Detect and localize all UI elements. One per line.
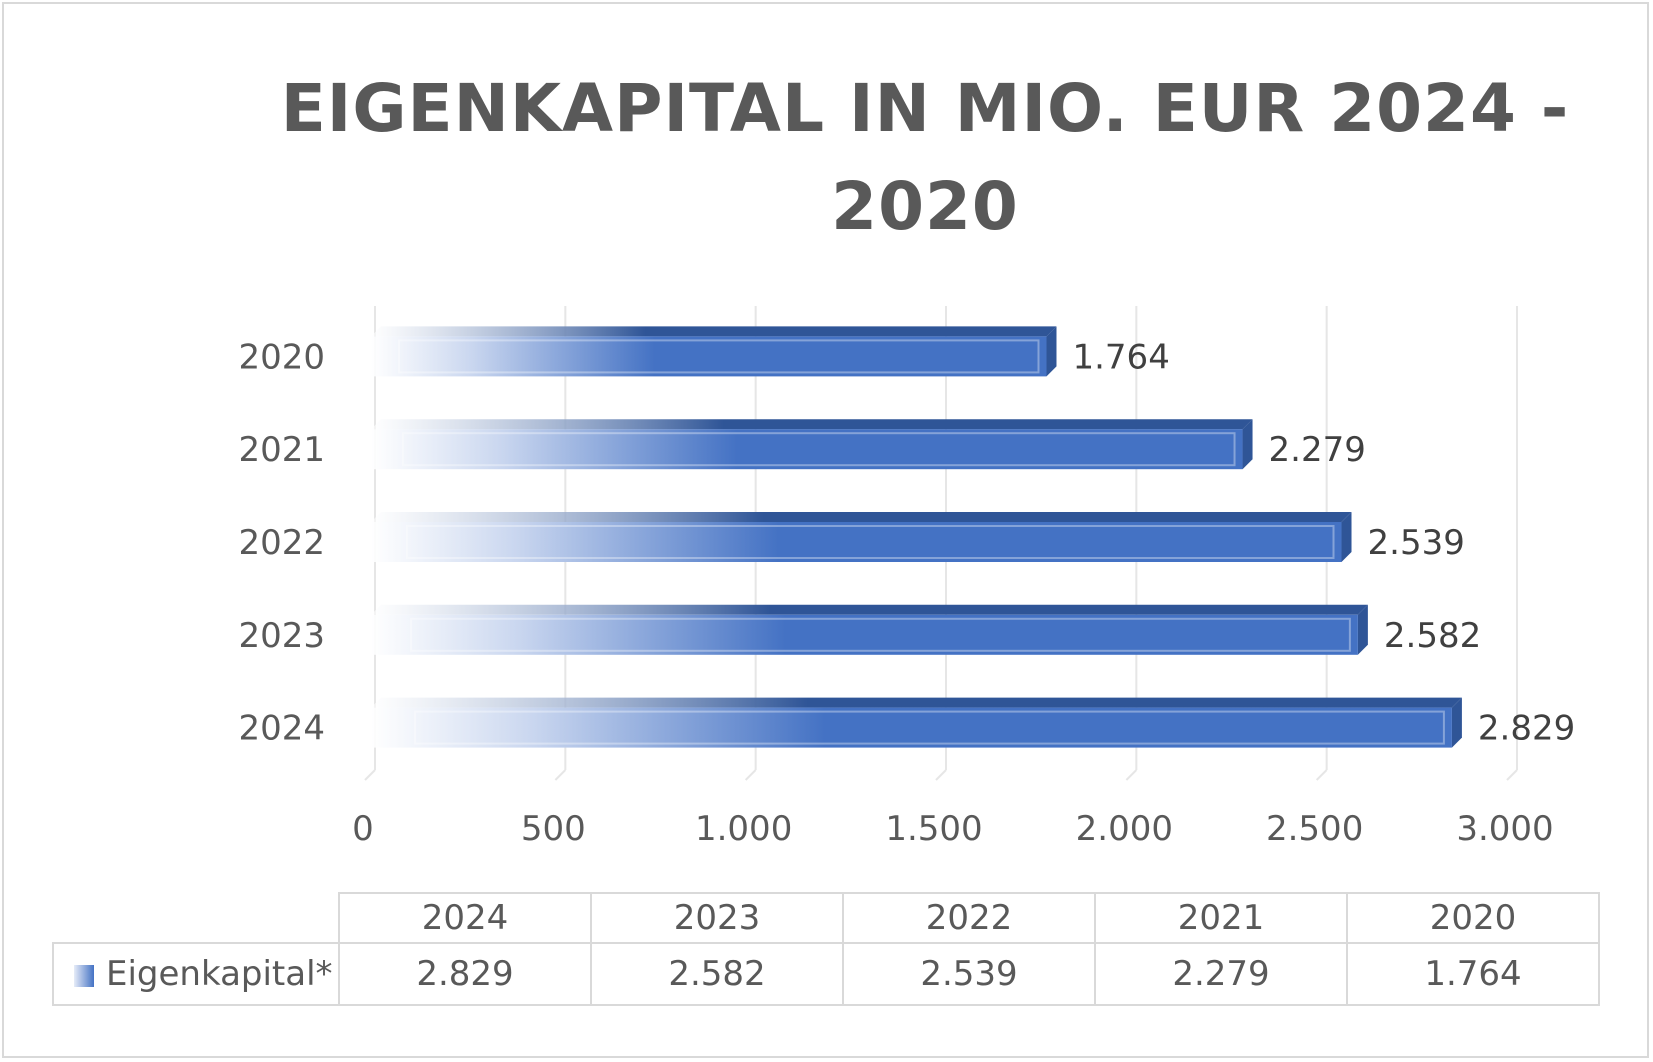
bar-highlight: [406, 525, 1335, 559]
bar-top-face: [371, 697, 1462, 708]
label-layer: 0 500 1.000 1.500 2.000 2.500 3.000 2020 1.764 20…: [238, 337, 1575, 849]
x-gridline-foot: [1125, 769, 1138, 781]
bar-top-face: [371, 326, 1057, 337]
x-tick-label: 1.000: [695, 809, 792, 849]
data-table-series-row: Eigenkapital* 2.829 2.582 2.539 2.279 1.…: [52, 942, 1600, 1006]
legend-key: [74, 964, 94, 987]
bar: [371, 429, 1243, 470]
data-table-header-cell: 2021: [1094, 892, 1348, 944]
x-gridline-foot: [935, 769, 947, 781]
x-tick-label: 2.500: [1266, 809, 1363, 849]
bar-side-face: [1357, 604, 1368, 655]
bar-side-face: [1341, 512, 1352, 562]
data-table-series-label: Eigenkapital*: [106, 954, 333, 994]
data-table-header-cell: 2023: [590, 892, 844, 944]
bar-highlight: [398, 339, 1040, 374]
bar-layer: [371, 326, 1462, 748]
data-table-series-head: Eigenkapital*: [52, 942, 340, 1006]
data-table: 2024 2023 2022 2021 2020 Eigenkapital* 2…: [52, 892, 1600, 1006]
x-gridline-foot: [1315, 769, 1328, 781]
data-table-cell: 2.539: [842, 942, 1096, 1006]
bar-highlight: [410, 617, 1351, 652]
x-gridline-foot: [554, 769, 567, 781]
chart-title: EIGENKAPITAL IN MIO. EUR 2024 - 2020: [280, 70, 1570, 245]
bar: [371, 522, 1342, 562]
data-table-header-cell: 2020: [1346, 892, 1600, 944]
data-label: 2.582: [1384, 616, 1481, 656]
bar-side-face: [1451, 697, 1462, 748]
data-table-header-row: 2024 2023 2022 2021 2020: [53, 892, 1600, 944]
data-label: 2.539: [1368, 523, 1465, 563]
bar-top-face: [371, 419, 1253, 430]
data-label: 1.764: [1072, 337, 1169, 377]
data-table-cell: 1.764: [1346, 942, 1600, 1006]
bar-side-face: [1046, 326, 1057, 377]
y-category-label: 2023: [238, 616, 325, 656]
bar: [371, 336, 1047, 377]
x-tick-label: 0: [352, 809, 374, 849]
x-gridline-foot: [364, 769, 376, 781]
y-category-label: 2022: [238, 523, 325, 563]
data-table-header-cell: 2024: [338, 892, 592, 944]
bar-chart: 0 500 1.000 1.500 2.000 2.500 3.000 2020 1.764 20…: [238, 306, 1575, 849]
bar-top-face: [371, 512, 1352, 522]
x-tick-label: 1.500: [885, 809, 982, 849]
data-label: 2.279: [1269, 430, 1366, 470]
x-tick-label: 500: [521, 809, 586, 849]
data-table-cell: 2.829: [338, 942, 592, 1006]
x-tick-label: 2.000: [1076, 809, 1173, 849]
x-tick-label: 3.000: [1456, 809, 1553, 849]
x-gridline-foot: [744, 769, 757, 781]
y-category-label: 2024: [238, 709, 325, 749]
bar: [371, 614, 1358, 655]
bar-side-face: [1242, 419, 1253, 470]
data-table-corner: [53, 893, 340, 944]
bar: [371, 707, 1452, 748]
data-table-cell: 2.279: [1094, 942, 1348, 1006]
y-category-label: 2020: [238, 337, 325, 377]
data-table-header-cell: 2022: [842, 892, 1096, 944]
data-table-cell: 2.582: [590, 942, 844, 1006]
data-label: 2.829: [1478, 709, 1575, 749]
bar-highlight: [402, 432, 1236, 467]
bar-top-face: [371, 604, 1368, 615]
y-category-label: 2021: [238, 430, 325, 470]
x-gridline-foot: [1506, 769, 1518, 781]
bar-highlight: [414, 710, 1445, 745]
